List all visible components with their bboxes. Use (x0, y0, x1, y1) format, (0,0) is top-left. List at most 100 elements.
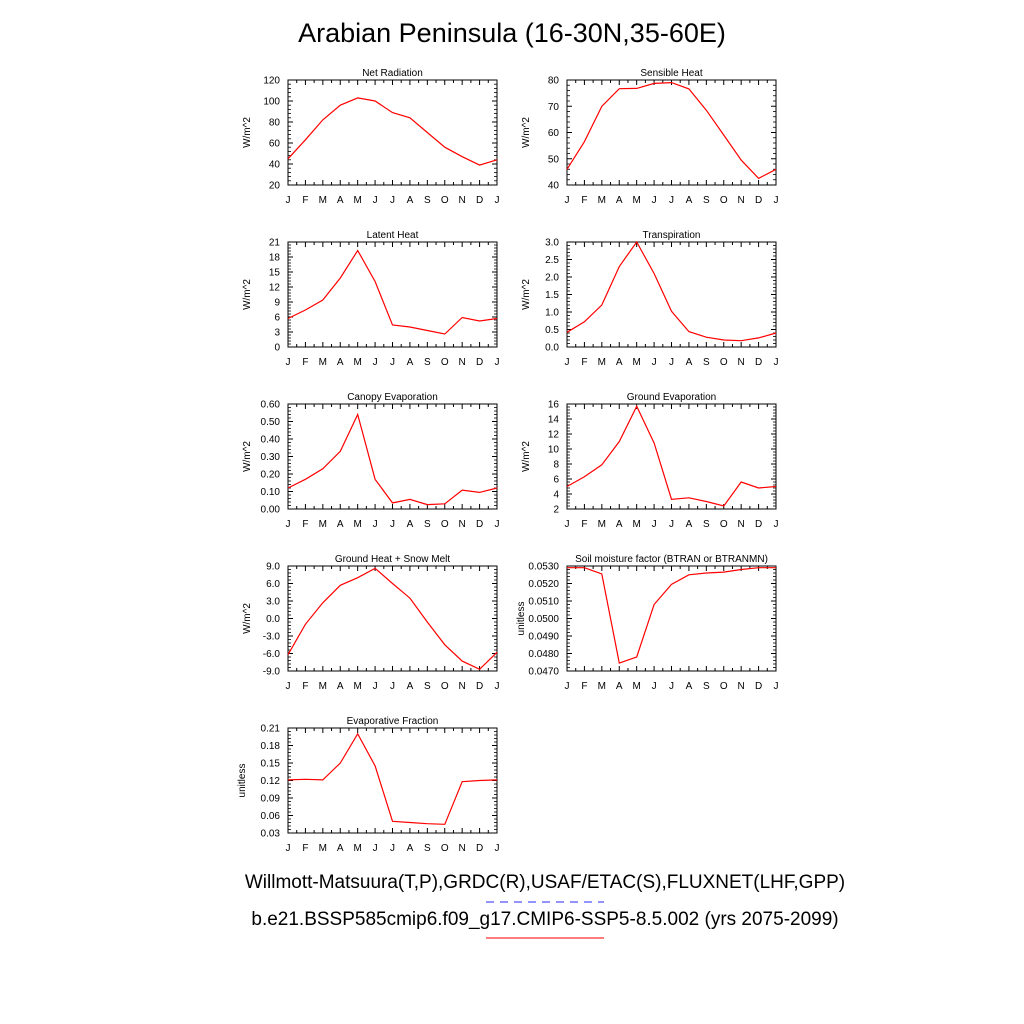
data-point (444, 146, 446, 148)
data-point (688, 574, 690, 576)
data-point (287, 487, 289, 489)
data-point (740, 568, 742, 570)
data-point (670, 310, 672, 312)
data-point (757, 487, 759, 489)
y-tick-label: 2 (553, 505, 559, 516)
data-point (740, 481, 742, 483)
data-point (339, 450, 341, 452)
x-tick-label: D (755, 357, 762, 368)
data-point (618, 662, 620, 664)
x-tick-label: M (319, 519, 327, 530)
y-tick-label: 6 (274, 313, 280, 324)
observed-legend-label: Willmott-Matsuura(T,P),GRDC(R),USAF/ETAC… (244, 872, 846, 893)
x-tick-label: J (286, 519, 291, 530)
y-tick-label: 60 (548, 128, 560, 139)
y-tick-label: 4 (553, 490, 559, 501)
data-point (461, 155, 463, 157)
chart-panel: J F M A M J J A S O N D J0.030.060.090.120.150.180.2… (237, 716, 500, 854)
y-tick-label: 0.20 (261, 470, 281, 481)
x-tick-label: S (424, 519, 431, 530)
data-point (426, 329, 428, 331)
x-tick-label: D (476, 357, 483, 368)
data-point (409, 498, 411, 500)
data-point (356, 249, 358, 251)
y-tick-label: 1.0 (545, 308, 559, 319)
x-tick-label: S (703, 519, 710, 530)
data-point (775, 332, 777, 334)
x-tick-label: J (373, 195, 378, 206)
data-point (775, 168, 777, 170)
x-tick-label: D (476, 843, 483, 854)
data-point (426, 621, 428, 623)
y-tick-label: 0.5 (545, 325, 559, 336)
x-tick-label: J (373, 681, 378, 692)
y-tick-label: 70 (548, 102, 560, 113)
x-tick-label: A (407, 357, 414, 368)
x-tick-label: M (319, 357, 327, 368)
chart-title: Net Radiation (362, 68, 423, 79)
data-point (583, 321, 585, 323)
y-axis-label: W/m^2 (242, 117, 253, 148)
x-tick-label: J (652, 357, 657, 368)
data-point (688, 88, 690, 90)
y-tick-label: 15 (269, 268, 281, 279)
data-point (478, 491, 480, 493)
data-point (653, 82, 655, 84)
data-point (583, 476, 585, 478)
data-point (566, 567, 568, 569)
y-tick-label: 0.06 (261, 811, 281, 822)
y-tick-label: 6.0 (266, 579, 280, 590)
plot-frame (566, 565, 777, 672)
data-point (356, 97, 358, 99)
x-tick-label: J (495, 519, 500, 530)
x-tick-label: M (632, 357, 640, 368)
x-tick-label: F (302, 519, 308, 530)
x-tick-label: D (755, 519, 762, 530)
y-tick-label: 100 (263, 97, 280, 108)
data-point (426, 131, 428, 133)
y-tick-label: 0.09 (261, 794, 281, 805)
x-tick-label: S (424, 357, 431, 368)
x-tick-label: O (720, 357, 728, 368)
data-point (391, 820, 393, 822)
series-line (566, 404, 777, 507)
chart-panel: J F M A M J J A S O N D J0.04700.04800.04900.05000.0… (516, 554, 779, 692)
x-tick-label: D (755, 195, 762, 206)
y-tick-label: 21 (269, 238, 281, 249)
y-tick-label: 0.15 (261, 759, 281, 770)
series-line (566, 81, 777, 180)
x-tick-label: J (774, 681, 779, 692)
x-tick-label: J (495, 843, 500, 854)
data-point (461, 316, 463, 318)
x-tick-label: J (373, 843, 378, 854)
series-line (287, 249, 498, 335)
x-tick-label: J (669, 195, 674, 206)
x-tick-label: J (774, 195, 779, 206)
data-point (356, 733, 358, 735)
x-tick-label: M (632, 195, 640, 206)
y-tick-label: 120 (263, 76, 280, 87)
data-point (566, 485, 568, 487)
data-point (618, 265, 620, 267)
x-tick-label: M (319, 681, 327, 692)
x-tick-label: M (598, 195, 606, 206)
data-point (635, 405, 637, 407)
data-point (374, 100, 376, 102)
x-tick-label: N (459, 843, 466, 854)
x-tick-label: J (652, 681, 657, 692)
chart-panel: J F M A M J J A S O N D J0.00.51.01.52.02.53.0Transp… (521, 230, 779, 368)
data-point (339, 762, 341, 764)
chart-title: Latent Heat (367, 230, 419, 241)
data-point (339, 584, 341, 586)
plot-frame (566, 241, 777, 348)
plot-frame (287, 403, 498, 510)
data-point (618, 87, 620, 89)
x-tick-label: A (686, 357, 693, 368)
model-legend-line (486, 937, 604, 939)
x-tick-label: D (476, 519, 483, 530)
x-tick-label: A (616, 357, 623, 368)
data-point (304, 778, 306, 780)
y-tick-label: 0.30 (261, 452, 281, 463)
data-point (444, 333, 446, 335)
